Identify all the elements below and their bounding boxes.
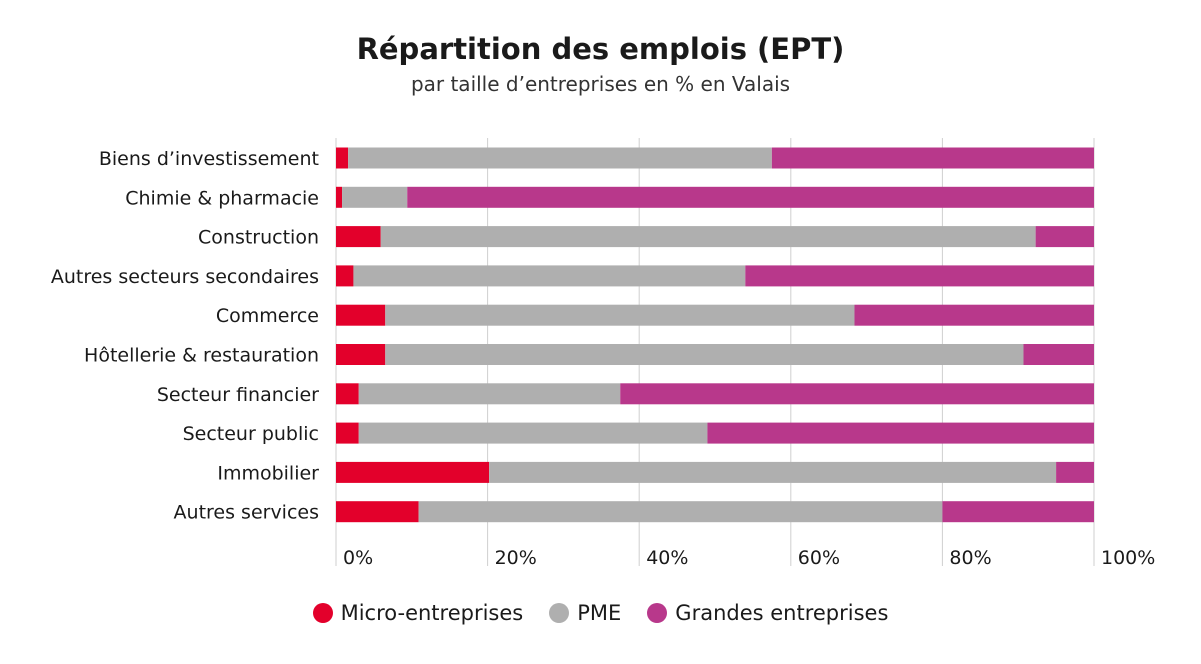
bar-8-0 [336,461,490,483]
legend: Micro-entreprises PME Grandes entreprise… [0,601,1201,625]
category-label-7: Secteur public [183,423,319,445]
bar-2-0 [336,226,381,248]
bar-5-0 [336,344,386,365]
bar-3-1 [353,265,746,287]
category-label-3: Autres secteurs secondaires [51,266,319,288]
category-label-1: Chimie & pharmacie [125,187,319,209]
bar-8-1 [489,461,1057,483]
bar-1-0 [336,186,343,208]
category-label-0: Biens d’investissement [99,148,319,170]
bar-6-0 [336,383,359,405]
bar-1-2 [407,186,1094,208]
category-label-5: Hôtellerie & restauration [84,345,319,367]
legend-item-micro: Micro-entreprises [312,601,524,625]
bar-0-0 [336,147,349,169]
bar-7-2 [707,422,1094,444]
category-label-2: Construction [198,227,319,249]
bar-2-1 [380,226,1036,248]
chart-subtitle: par taille d’entreprises en % en Valais [410,72,791,96]
bar-6-2 [620,383,1094,405]
x-tick-label-0: 0% [343,547,373,569]
bar-6-1 [358,383,621,405]
legend-item-grandes: Grandes entreprises [647,601,888,625]
bar-2-2 [1035,226,1094,248]
x-tick-label-3: 60% [798,547,840,569]
category-label-6: Secteur financier [157,384,319,406]
legend-label-micro: Micro-entreprises [340,601,524,625]
legend-swatch-micro [312,603,333,623]
bar-5-1 [385,344,1024,365]
bar-3-2 [745,265,1094,287]
bar-4-0 [336,304,386,326]
chart-title: Répartition des emplois (EPT) [356,32,845,66]
bar-4-1 [385,304,855,326]
bar-9-0 [336,501,419,523]
bar-4-2 [854,304,1094,326]
legend-swatch-grandes [647,603,668,623]
x-tick-label-4: 80% [949,547,991,569]
bar-8-2 [1056,461,1094,483]
bar-1-1 [342,186,408,208]
x-tick-label-2: 40% [646,547,688,569]
legend-swatch-pme [549,603,570,623]
bar-0-2 [771,147,1094,169]
bar-9-2 [942,501,1094,523]
legend-label-grandes: Grandes entreprises [675,601,889,625]
bar-0-1 [348,147,772,169]
legend-item-pme: PME [549,601,621,625]
bar-7-1 [358,422,708,444]
bar-5-2 [1023,344,1094,365]
category-label-8: Immobilier [217,462,319,484]
bar-3-0 [336,265,354,287]
x-tick-label-5: 100% [1101,547,1155,569]
x-tick-label-1: 20% [495,547,537,569]
legend-label-pme: PME [577,601,622,625]
category-label-9: Autres services [174,502,319,524]
bar-9-1 [418,501,943,523]
category-label-4: Commerce [216,305,319,327]
bar-7-0 [336,422,359,444]
